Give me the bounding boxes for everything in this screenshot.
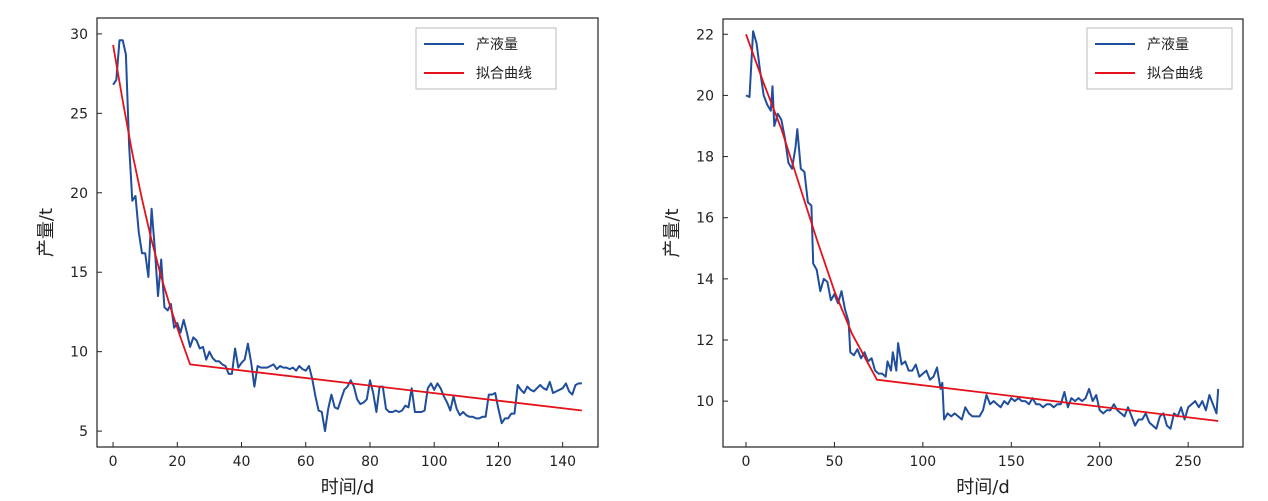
x-tick-label: 60 [297,454,315,470]
y-tick-label: 20 [696,88,714,104]
y-tick-label: 10 [70,345,88,361]
series-line-fit [745,33,1219,422]
axes-frame [722,18,1244,448]
y-tick-label: 5 [79,424,88,440]
legend-label: 拟合曲线 [476,66,532,82]
x-tick-label: 140 [549,454,576,470]
legend-label: 产液量 [476,37,518,53]
x-tick-label: 0 [742,454,751,470]
x-axis-label: 时间/d [321,477,375,498]
y-tick-label: 14 [696,272,714,288]
series-line-production [112,39,582,433]
x-tick-label: 200 [1086,454,1113,470]
y-tick-label: 16 [696,211,714,227]
y-axis-label: 产量/t [662,208,683,257]
x-tick-label: 100 [421,454,448,470]
y-tick-label: 25 [70,106,88,122]
y-tick-label: 22 [696,27,714,43]
y-tick-label: 20 [70,186,88,202]
x-tick-label: 50 [826,454,844,470]
y-tick-label: 10 [696,394,714,410]
x-tick-label: 0 [109,454,118,470]
x-tick-label: 20 [168,454,186,470]
series-line-production [745,30,1220,430]
x-tick-label: 120 [485,454,512,470]
x-tick-label: 250 [1175,454,1202,470]
legend-label: 拟合曲线 [1147,66,1203,82]
x-axis-label: 时间/d [956,477,1010,498]
y-tick-label: 18 [696,150,714,166]
legend-box [1086,27,1233,90]
legend-label: 产液量 [1147,37,1189,53]
y-axis-label: 产量/t [36,208,57,257]
x-tick-label: 80 [361,454,379,470]
x-tick-label: 100 [909,454,936,470]
x-tick-label: 150 [998,454,1025,470]
y-tick-label: 12 [696,333,714,349]
x-tick-label: 40 [233,454,251,470]
axes-frame [96,17,599,448]
series-line-fit [112,44,583,412]
chart-panel-2: 0 50 100 150 200 250 10 12 14 16 18 20 22 时间/d 产量/t 产液量… [662,18,1244,498]
y-tick-label: 15 [70,265,88,281]
legend-box [415,27,557,90]
chart-panel-1: 0 20 40 60 80 100 120 140 5 10 15 20 25 30 时间/d 产量/t 产液量… [36,17,599,498]
y-tick-label: 30 [70,27,88,43]
